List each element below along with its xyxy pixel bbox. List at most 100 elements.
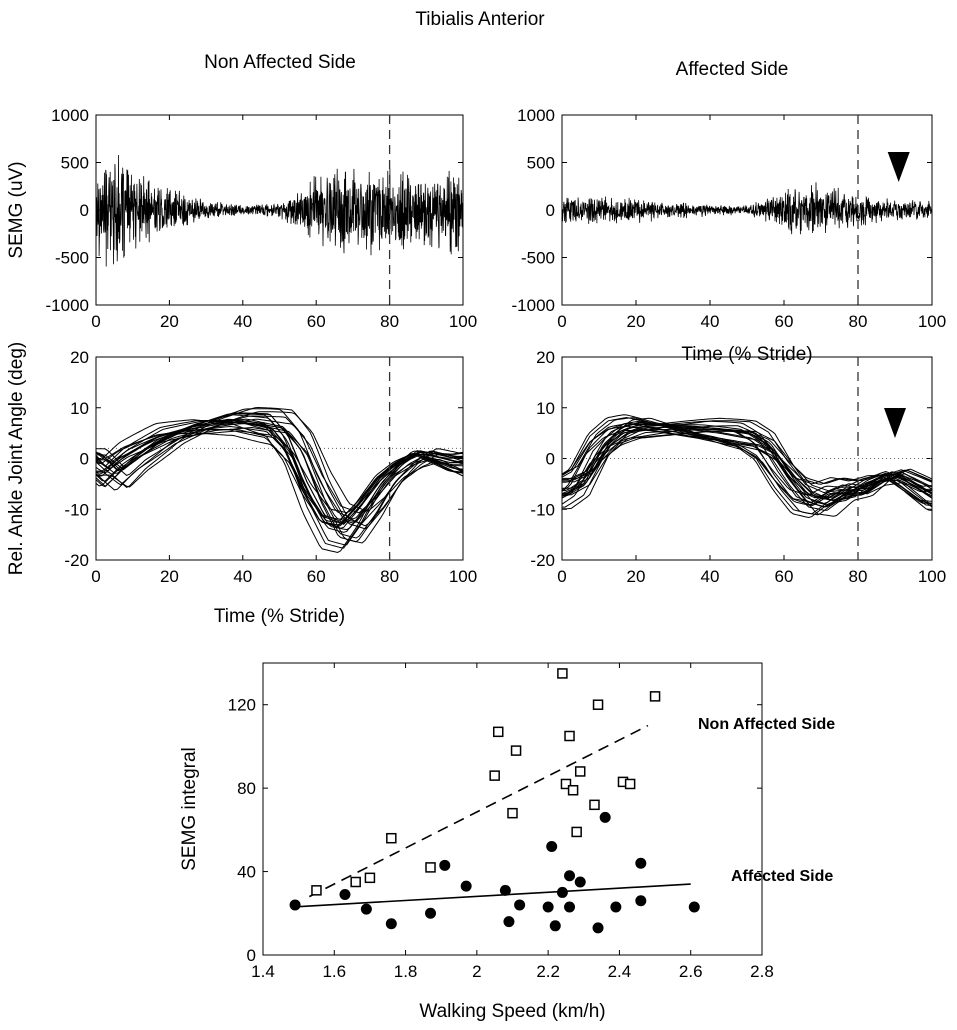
point-affected bbox=[574, 876, 586, 888]
point-affected bbox=[610, 901, 622, 913]
y-tick-label: 0 bbox=[247, 946, 256, 965]
chart-scatter-speed: 1.4 1.6 1.8 2 2.2 2.4 2.6 2.8 0 40 80 120 SEMG integ… bbox=[179, 662, 835, 1022]
x-axis-label: Walking Speed (km/h) bbox=[419, 1001, 605, 1022]
y-axis-label: SEMG integral bbox=[179, 747, 200, 871]
angle-trace-line bbox=[95, 418, 464, 528]
point-non-affected bbox=[592, 699, 604, 710]
angle-trace-line bbox=[95, 406, 464, 527]
y-axis-label: Rel. Ankle Joint Angle (deg) bbox=[6, 342, 27, 575]
angle-trace-line bbox=[95, 432, 464, 524]
angle-trace-line bbox=[561, 425, 933, 504]
point-non-affected bbox=[567, 784, 579, 796]
point-affected bbox=[503, 916, 515, 928]
y-tick-label: -500 bbox=[55, 249, 89, 268]
angle-trace-line bbox=[562, 423, 933, 507]
x-tick-label: 0 bbox=[557, 312, 566, 331]
x-tick-label: 2.6 bbox=[679, 962, 703, 981]
angle-trace-line bbox=[95, 419, 464, 546]
point-affected bbox=[635, 857, 647, 869]
emg-signal-line bbox=[95, 154, 464, 267]
emg-signal-line bbox=[561, 182, 933, 235]
point-affected bbox=[546, 841, 558, 853]
point-non-affected bbox=[564, 730, 575, 742]
angle-trace-line bbox=[95, 419, 464, 554]
point-affected bbox=[542, 901, 554, 913]
y-tick-label: 10 bbox=[70, 399, 89, 418]
y-tick-label: -1000 bbox=[46, 296, 89, 315]
point-affected bbox=[592, 922, 604, 934]
arrowhead-marker bbox=[884, 408, 906, 438]
y-tick-label: 20 bbox=[70, 348, 89, 367]
x-axis-label: Time (% Stride) bbox=[214, 606, 345, 627]
arrowhead-marker bbox=[887, 152, 910, 182]
angle-trace-line bbox=[96, 415, 464, 514]
point-non-affected bbox=[624, 778, 636, 790]
y-tick-label: 10 bbox=[536, 399, 555, 418]
point-affected bbox=[425, 907, 437, 919]
fit-line-non-affected bbox=[308, 724, 649, 898]
y-tick-label: 500 bbox=[527, 154, 555, 173]
y-tick-label: -1000 bbox=[512, 296, 555, 315]
point-affected bbox=[339, 889, 351, 901]
x-tick-label: 2.8 bbox=[750, 962, 774, 981]
x-tick-label: 40 bbox=[701, 312, 720, 331]
y-tick-label: 40 bbox=[237, 863, 256, 882]
x-tick-label: 20 bbox=[160, 567, 179, 586]
point-non-affected bbox=[560, 778, 572, 790]
axes-frame bbox=[262, 662, 763, 956]
chart-angle-nonaffected: 0 20 40 60 80 100 -20 -10 0 10 20 Rel. Ankle Joint … bbox=[6, 342, 477, 627]
x-tick-label: 60 bbox=[307, 567, 326, 586]
angle-trace-line bbox=[562, 428, 933, 496]
angle-trace-line bbox=[562, 422, 933, 508]
figure-title: Tibialis Anterior bbox=[415, 9, 545, 30]
legend-affected: Affected Side bbox=[731, 868, 833, 885]
y-tick-label: -10 bbox=[64, 500, 89, 519]
x-tick-label: 80 bbox=[380, 567, 399, 586]
y-tick-label: -10 bbox=[530, 500, 555, 519]
point-affected bbox=[385, 918, 397, 930]
y-tick-label: 0 bbox=[80, 201, 89, 220]
point-non-affected bbox=[425, 862, 436, 873]
x-tick-label: 100 bbox=[449, 567, 477, 586]
point-non-affected bbox=[507, 807, 518, 819]
point-affected bbox=[360, 903, 372, 915]
point-affected bbox=[564, 870, 576, 882]
x-tick-label: 80 bbox=[380, 312, 399, 331]
x-tick-label: 1.4 bbox=[251, 962, 275, 981]
angle-trace-line bbox=[562, 430, 933, 494]
y-tick-label: 80 bbox=[237, 779, 256, 798]
left-column-heading: Non Affected Side bbox=[204, 52, 356, 73]
point-non-affected bbox=[557, 668, 568, 679]
x-tick-label: 2 bbox=[472, 962, 481, 981]
angle-trace-line bbox=[95, 420, 463, 527]
x-tick-label: 100 bbox=[918, 567, 946, 586]
point-affected bbox=[514, 899, 526, 911]
x-tick-label: 40 bbox=[233, 567, 252, 586]
x-axis-label: Time (% Stride) bbox=[681, 344, 812, 365]
x-tick-label: 20 bbox=[160, 312, 179, 331]
x-tick-label: 100 bbox=[918, 312, 946, 331]
angle-trace-line bbox=[561, 420, 933, 511]
chart-angle-affected: 0 20 40 60 80 100 -20 -10 0 10 20 bbox=[530, 348, 946, 586]
point-affected bbox=[289, 899, 301, 911]
x-tick-label: 20 bbox=[627, 312, 646, 331]
right-column-heading: Affected Side bbox=[676, 59, 789, 80]
point-affected bbox=[549, 920, 561, 932]
y-tick-label: 0 bbox=[80, 450, 89, 469]
y-tick-label: 0 bbox=[546, 450, 555, 469]
x-tick-label: 60 bbox=[775, 567, 794, 586]
x-tick-label: 40 bbox=[701, 567, 720, 586]
angle-trace-line bbox=[562, 417, 933, 510]
point-affected bbox=[556, 886, 568, 898]
x-tick-label: 0 bbox=[557, 567, 566, 586]
point-non-affected bbox=[649, 691, 661, 702]
point-affected bbox=[688, 901, 700, 913]
x-tick-label: 80 bbox=[849, 312, 868, 331]
y-tick-label: -20 bbox=[530, 551, 555, 570]
x-tick-label: 2.4 bbox=[608, 962, 632, 981]
x-tick-label: 2.2 bbox=[536, 962, 560, 981]
y-tick-label: 120 bbox=[228, 696, 256, 715]
y-tick-label: 0 bbox=[546, 201, 555, 220]
